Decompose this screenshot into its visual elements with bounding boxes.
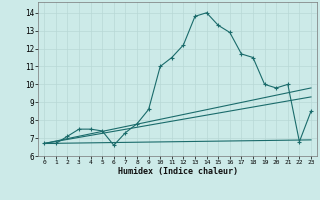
X-axis label: Humidex (Indice chaleur): Humidex (Indice chaleur)	[118, 167, 238, 176]
